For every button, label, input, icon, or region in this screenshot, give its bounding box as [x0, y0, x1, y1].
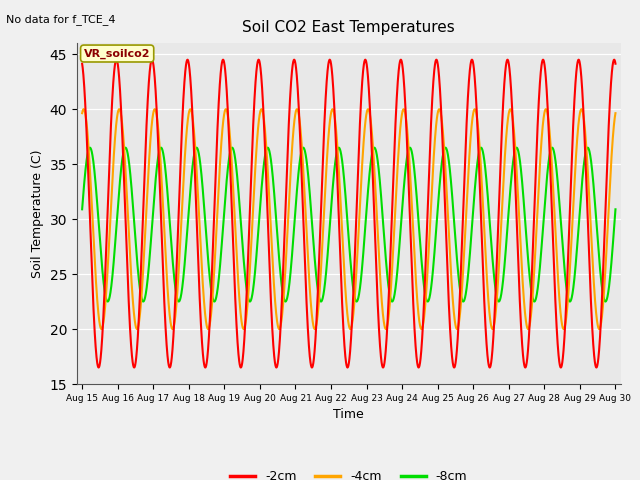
-8cm: [544, 165, 552, 171]
-4cm: [139, 271, 147, 276]
-4cm: [602, 268, 609, 274]
-4cm: [612, 110, 620, 116]
-4cm: [283, 244, 291, 250]
-8cm: [306, 191, 314, 196]
-2cm: [306, 353, 314, 359]
Legend: -2cm, -4cm, -8cm: -2cm, -4cm, -8cm: [225, 465, 472, 480]
-2cm: [78, 61, 86, 67]
Line: -2cm: -2cm: [82, 60, 616, 368]
-8cm: [171, 279, 179, 285]
-8cm: [78, 206, 86, 212]
-4cm: [544, 113, 552, 119]
-2cm: [139, 214, 147, 219]
X-axis label: Time: Time: [333, 408, 364, 421]
-8cm: [612, 206, 620, 212]
-4cm: [306, 286, 314, 291]
-8cm: [283, 297, 291, 303]
-8cm: [139, 299, 147, 304]
-2cm: [283, 174, 291, 180]
-2cm: [171, 311, 179, 316]
-2cm: [612, 61, 620, 67]
Text: No data for f_TCE_4: No data for f_TCE_4: [6, 14, 116, 25]
-8cm: [406, 145, 413, 151]
-2cm: [468, 57, 476, 62]
Text: VR_soilco2: VR_soilco2: [84, 48, 150, 59]
-2cm: [451, 365, 458, 371]
Line: -4cm: -4cm: [82, 109, 616, 329]
-4cm: [418, 326, 426, 332]
Line: -8cm: -8cm: [82, 148, 616, 301]
-4cm: [171, 319, 179, 325]
-4cm: [400, 106, 408, 112]
-4cm: [78, 110, 86, 116]
-8cm: [602, 299, 609, 304]
-8cm: [424, 299, 431, 304]
-2cm: [544, 109, 552, 115]
Y-axis label: Soil Temperature (C): Soil Temperature (C): [31, 149, 44, 278]
-2cm: [602, 209, 609, 215]
Title: Soil CO2 East Temperatures: Soil CO2 East Temperatures: [243, 20, 455, 35]
